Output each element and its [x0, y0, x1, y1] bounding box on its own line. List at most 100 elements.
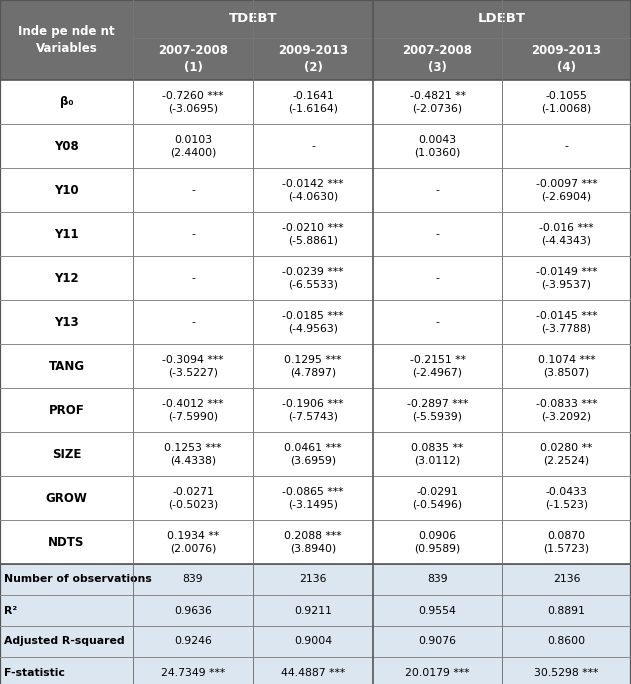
Text: -0.016 ***
(-4.4343): -0.016 *** (-4.4343) — [539, 222, 594, 246]
Text: 839: 839 — [183, 575, 203, 585]
Text: -0.1641
(-1.6164): -0.1641 (-1.6164) — [288, 90, 338, 114]
Text: -0.0291
(-0.5496): -0.0291 (-0.5496) — [413, 486, 463, 510]
Bar — [0, 595, 631, 626]
Text: 0.0103
(2.4400): 0.0103 (2.4400) — [170, 135, 216, 157]
Text: PROF: PROF — [49, 404, 85, 417]
Text: 0.9636: 0.9636 — [174, 605, 212, 616]
Bar — [0, 0, 133, 80]
Text: 0.1295 ***
(4.7897): 0.1295 *** (4.7897) — [284, 354, 342, 378]
Text: -0.4012 ***
(-7.5990): -0.4012 *** (-7.5990) — [162, 399, 224, 421]
Text: Adjusted R-squared: Adjusted R-squared — [4, 637, 125, 646]
Text: TANG: TANG — [49, 360, 85, 373]
Text: -0.0433
(-1.523): -0.0433 (-1.523) — [545, 486, 588, 510]
Text: -0.0142 ***
(-4.0630): -0.0142 *** (-4.0630) — [282, 179, 344, 201]
Bar — [0, 626, 631, 657]
Text: 44.4887 ***: 44.4887 *** — [281, 668, 345, 677]
Text: 0.1934 **
(2.0076): 0.1934 ** (2.0076) — [167, 531, 219, 553]
Text: GROW: GROW — [45, 492, 88, 505]
Text: Y12: Y12 — [54, 272, 79, 285]
Text: Number of observations: Number of observations — [4, 575, 151, 585]
Bar — [0, 564, 631, 595]
Bar — [0, 520, 631, 564]
Bar — [373, 38, 502, 80]
Text: 0.8891: 0.8891 — [548, 605, 586, 616]
Text: 2009-2013
(2): 2009-2013 (2) — [278, 44, 348, 74]
Text: 0.9211: 0.9211 — [294, 605, 332, 616]
Text: -0.1055
(-1.0068): -0.1055 (-1.0068) — [541, 90, 592, 114]
Text: 0.1074 ***
(3.8507): 0.1074 *** (3.8507) — [538, 354, 595, 378]
Text: -: - — [435, 229, 439, 239]
Text: -: - — [191, 229, 195, 239]
Bar — [0, 212, 631, 256]
Text: 20.0179 ***: 20.0179 *** — [405, 668, 469, 677]
Text: -: - — [191, 273, 195, 283]
Text: Y13: Y13 — [54, 315, 79, 328]
Text: LDEBT: LDEBT — [478, 12, 526, 25]
Text: 2009-2013
(4): 2009-2013 (4) — [531, 44, 601, 74]
Text: -0.0145 ***
(-3.7788): -0.0145 *** (-3.7788) — [536, 311, 598, 333]
Bar — [133, 0, 373, 38]
Text: Y10: Y10 — [54, 183, 79, 196]
Text: R²: R² — [4, 605, 17, 616]
Text: Inde pe nde nt
Variables: Inde pe nde nt Variables — [18, 25, 115, 55]
Text: 0.0870
(1.5723): 0.0870 (1.5723) — [543, 531, 589, 553]
Text: 0.0043
(1.0360): 0.0043 (1.0360) — [415, 135, 461, 157]
Text: -: - — [191, 185, 195, 195]
Bar — [373, 0, 631, 38]
Text: 0.2088 ***
(3.8940): 0.2088 *** (3.8940) — [284, 531, 342, 553]
Text: -0.0271
(-0.5023): -0.0271 (-0.5023) — [168, 486, 218, 510]
Bar — [0, 432, 631, 476]
Text: 0.0906
(0.9589): 0.0906 (0.9589) — [415, 531, 461, 553]
Text: 0.0461 ***
(3.6959): 0.0461 *** (3.6959) — [284, 443, 342, 465]
Text: 2007-2008
(1): 2007-2008 (1) — [158, 44, 228, 74]
Text: -0.0239 ***
(-6.5533): -0.0239 *** (-6.5533) — [282, 267, 344, 289]
Bar — [502, 38, 631, 80]
Text: Y11: Y11 — [54, 228, 79, 241]
Bar — [0, 657, 631, 684]
Text: 24.7349 ***: 24.7349 *** — [161, 668, 225, 677]
Text: Y08: Y08 — [54, 140, 79, 153]
Text: -0.0865 ***
(-3.1495): -0.0865 *** (-3.1495) — [282, 486, 344, 510]
Bar — [0, 300, 631, 344]
Text: -0.0149 ***
(-3.9537): -0.0149 *** (-3.9537) — [536, 267, 598, 289]
Text: 0.9554: 0.9554 — [418, 605, 456, 616]
Text: -0.0210 ***
(-5.8861): -0.0210 *** (-5.8861) — [282, 222, 344, 246]
Text: -0.0833 ***
(-3.2092): -0.0833 *** (-3.2092) — [536, 399, 598, 421]
Text: -0.3094 ***
(-3.5227): -0.3094 *** (-3.5227) — [162, 354, 224, 378]
Text: 839: 839 — [427, 575, 448, 585]
Text: -: - — [311, 141, 315, 151]
Text: 0.1253 ***
(4.4338): 0.1253 *** (4.4338) — [164, 443, 221, 465]
Text: TDEBT: TDEBT — [228, 12, 277, 25]
Bar — [0, 168, 631, 212]
Text: -: - — [191, 317, 195, 327]
Text: β₀: β₀ — [60, 96, 73, 109]
Text: F-statistic: F-statistic — [4, 668, 65, 677]
Text: -0.2151 **
(-2.4967): -0.2151 ** (-2.4967) — [410, 354, 466, 378]
Text: -: - — [435, 185, 439, 195]
Text: 0.9004: 0.9004 — [294, 637, 332, 646]
Bar — [0, 124, 631, 168]
Text: NDTS: NDTS — [49, 536, 85, 549]
Text: 0.9246: 0.9246 — [174, 637, 212, 646]
Text: 0.8600: 0.8600 — [548, 637, 586, 646]
Text: 0.9076: 0.9076 — [418, 637, 456, 646]
Text: 2136: 2136 — [553, 575, 581, 585]
Text: -0.1906 ***
(-7.5743): -0.1906 *** (-7.5743) — [282, 399, 344, 421]
Text: 2007-2008
(3): 2007-2008 (3) — [403, 44, 473, 74]
Text: 0.0835 **
(3.0112): 0.0835 ** (3.0112) — [411, 443, 464, 465]
Bar — [0, 476, 631, 520]
Bar — [0, 344, 631, 388]
Text: 30.5298 ***: 30.5298 *** — [534, 668, 599, 677]
Text: -: - — [435, 317, 439, 327]
Text: 0.0280 **
(2.2524): 0.0280 ** (2.2524) — [540, 443, 593, 465]
Bar — [0, 388, 631, 432]
Text: 2136: 2136 — [299, 575, 327, 585]
Text: -0.2897 ***
(-5.5939): -0.2897 *** (-5.5939) — [407, 399, 468, 421]
Text: -0.4821 **
(-2.0736): -0.4821 ** (-2.0736) — [410, 90, 466, 114]
Bar — [0, 80, 631, 124]
Text: -0.0097 ***
(-2.6904): -0.0097 *** (-2.6904) — [536, 179, 598, 201]
Bar — [0, 256, 631, 300]
Text: -0.0185 ***
(-4.9563): -0.0185 *** (-4.9563) — [282, 311, 344, 333]
Text: SIZE: SIZE — [52, 447, 81, 460]
Text: -0.7260 ***
(-3.0695): -0.7260 *** (-3.0695) — [162, 90, 224, 114]
